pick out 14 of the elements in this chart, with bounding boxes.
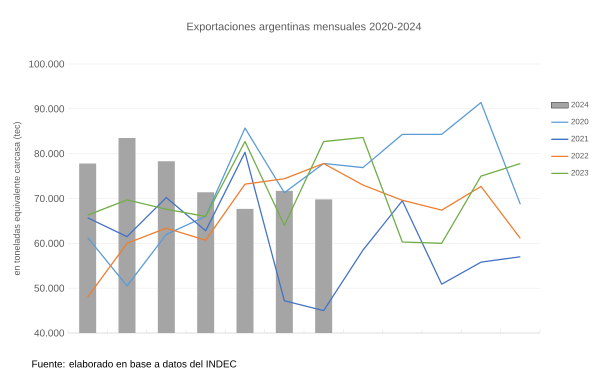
chart-title: Exportaciones argentinas mensuales 2020-2024 [187, 22, 422, 32]
line-series [87, 136, 521, 244]
source-note: Fuente: elaborado en base a datos del INDEC [32, 360, 236, 368]
line-series [87, 162, 521, 298]
line-series [87, 102, 521, 287]
y-tick-label: 60.000 [34, 240, 64, 247]
y-axis-title: en toneladas equivalente carcasa (tec) [13, 122, 22, 276]
y-tick-label: 40.000 [34, 329, 64, 337]
y-tick-label: 50.000 [34, 284, 64, 292]
y-tick-label: 90.000 [34, 105, 64, 112]
y-tick-label: 70.000 [34, 194, 64, 202]
y-tick-label: 80.000 [34, 150, 64, 158]
line-series [87, 152, 521, 312]
y-tick-label: 100.000 [29, 60, 64, 68]
